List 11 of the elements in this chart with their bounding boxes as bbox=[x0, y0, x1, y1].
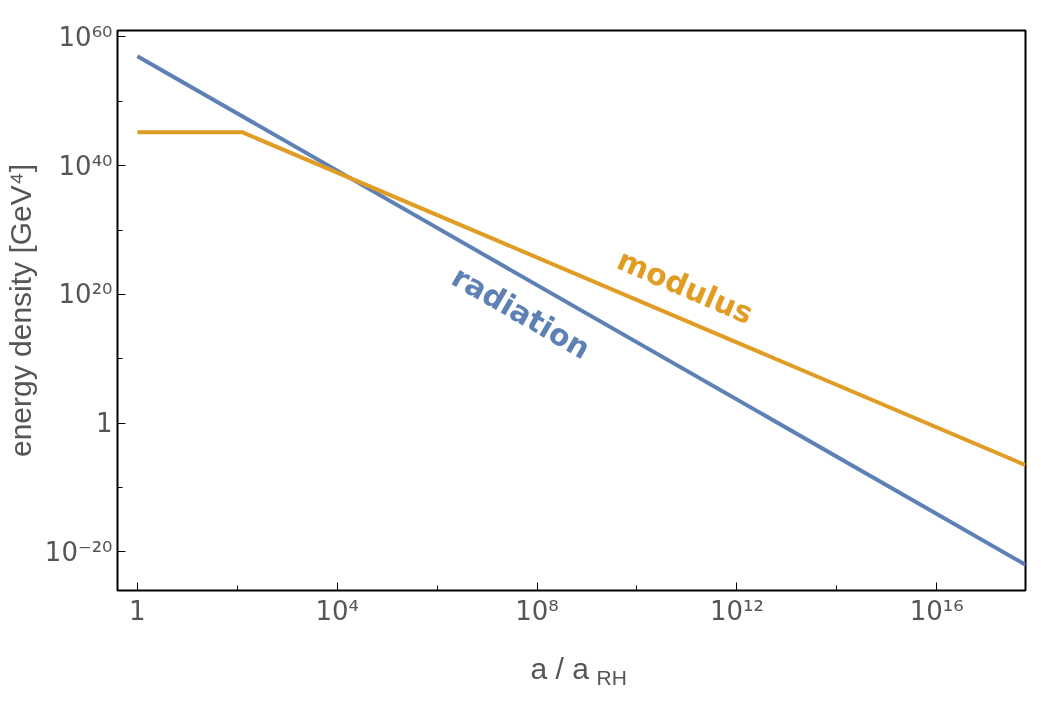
y-tick-label: 1 bbox=[95, 408, 113, 439]
x-tick-label: 10⁸ bbox=[515, 595, 559, 626]
y-tick-label: 10²⁰ bbox=[58, 279, 113, 310]
x-tick-label: 10¹² bbox=[709, 595, 764, 626]
y-tick-label: 10⁶⁰ bbox=[58, 21, 113, 52]
y-tick-label: 10⁻²⁰ bbox=[44, 536, 113, 567]
x-tick-label: 1 bbox=[129, 595, 146, 626]
y-axis-title: energy density [GeV⁴] bbox=[3, 163, 37, 458]
x-tick-label: 10¹⁶ bbox=[909, 595, 964, 626]
y-tick-label: 10⁴⁰ bbox=[58, 150, 113, 181]
x-tick-label: 10⁴ bbox=[315, 595, 359, 626]
